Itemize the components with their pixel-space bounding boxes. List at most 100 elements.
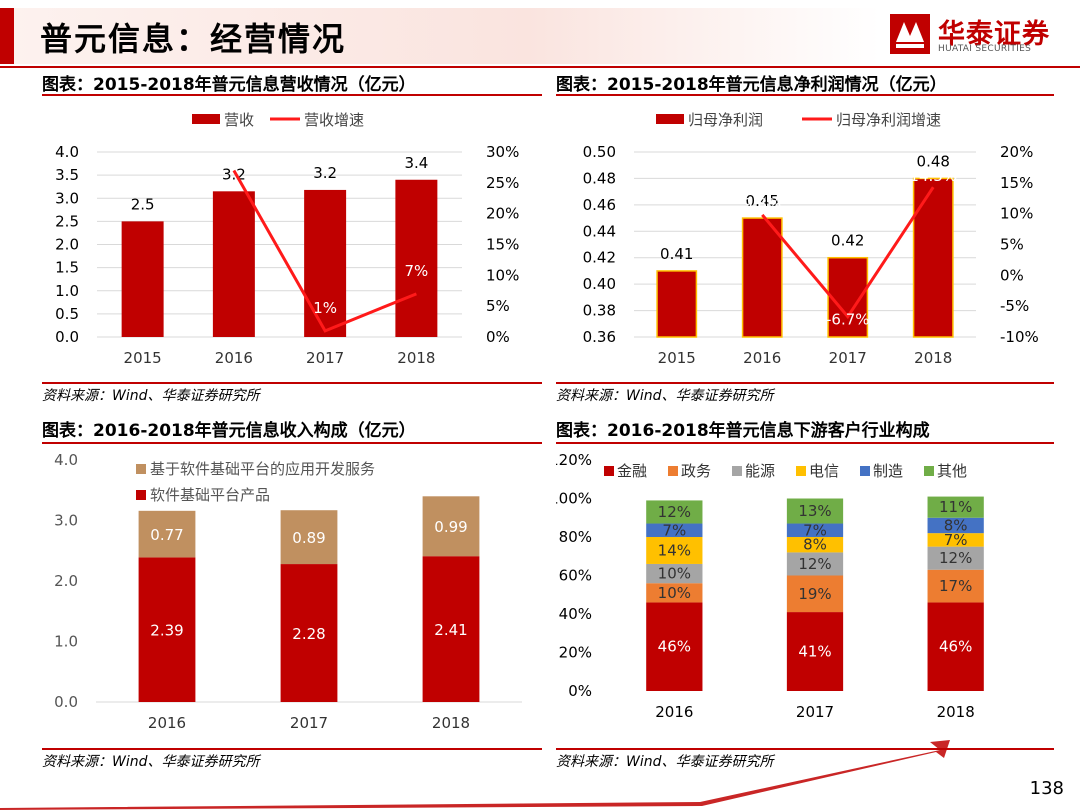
y-tick-label: 0.5 [55, 305, 79, 323]
y-tick-label: 4.0 [55, 143, 79, 161]
x-tick-label: 2016 [148, 714, 186, 732]
y-tick-label: 100% [556, 490, 592, 508]
legend-label: 制造 [873, 462, 903, 480]
legend-swatch-bar [192, 114, 220, 124]
bar-value-label: 0.42 [831, 232, 864, 250]
x-tick-label: 2018 [397, 349, 435, 367]
y-tick-label: 3.5 [55, 166, 79, 184]
source-note: 资料来源：Wind、华泰证券研究所 [556, 754, 774, 770]
y2-tick-label: 20% [486, 205, 519, 223]
y-tick-label: 120% [556, 451, 592, 469]
x-tick-label: 2018 [432, 714, 470, 732]
segment-value-label: 2.41 [434, 621, 467, 639]
stacked-bar-segment [786, 575, 844, 613]
growth-label: 14.3% [909, 167, 957, 185]
legend-swatch [924, 466, 934, 476]
segment-value-label: 12% [798, 555, 831, 573]
x-tick-label: 2016 [655, 703, 693, 721]
bar-value-label: 0.41 [660, 245, 693, 263]
y2-tick-label: 5% [486, 297, 510, 315]
stacked-bar-segment [786, 552, 844, 576]
bar-value-label: 0.48 [917, 152, 950, 170]
segment-value-label: 14% [658, 541, 691, 559]
y-tick-label: 0.0 [54, 693, 78, 711]
segment-value-label: 8% [803, 536, 827, 554]
x-tick-label: 2016 [215, 349, 253, 367]
x-tick-label: 2017 [796, 703, 834, 721]
legend-swatch [668, 466, 678, 476]
legend-swatch [860, 466, 870, 476]
title-bar [0, 8, 880, 64]
stacked-bar-segment [927, 517, 984, 534]
segment-value-label: 7% [803, 521, 827, 539]
x-tick-label: 2018 [937, 703, 975, 721]
legend-swatch-bar [656, 114, 684, 124]
bar-value-label: 3.2 [222, 165, 246, 183]
y-tick-label: 0% [568, 682, 592, 700]
bar-value-label: 2.5 [131, 195, 155, 213]
panel-rule [556, 442, 1054, 444]
chart-profit: 0.36 0.38 0.40 0.42 0.44 0.46 0.48 0.50 -10% -5% 0… [583, 111, 1039, 367]
legend-label: 基于软件基础平台的应用开发服务 [150, 460, 375, 478]
y2-tick-label: 0% [1000, 266, 1024, 284]
stacked-bar-segment [646, 537, 703, 564]
logo-sub: HUATAI SECURITIES [938, 44, 1032, 54]
logo-name: 华泰证券 [938, 19, 1050, 50]
panel-rule [556, 94, 1054, 96]
stacked-bar-segment [927, 546, 984, 570]
y-tick-label: 0.36 [583, 328, 616, 346]
stacked-bar-segment [422, 556, 480, 702]
bar-value-label: 3.4 [404, 154, 428, 172]
legend-label: 其他 [937, 462, 967, 480]
y2-tick-label: 20% [1000, 143, 1033, 161]
page-header: 普元信息：经营情况 华泰证券 HUATAI SECURITIES [0, 0, 1080, 66]
stacked-bar-segment [646, 583, 703, 603]
x-tick-label: 2017 [306, 349, 344, 367]
bar [656, 270, 698, 338]
y-tick-label: 0.50 [583, 143, 616, 161]
bar [121, 221, 164, 337]
stacked-bar-segment [927, 533, 984, 547]
stacked-bar-segment [280, 510, 338, 565]
stacked-bar-segment [927, 602, 984, 691]
segment-value-label: 17% [939, 577, 972, 595]
legend-label: 金融 [617, 462, 647, 480]
y-tick-label: 0.48 [583, 169, 616, 187]
bar-value-label: 0.45 [746, 192, 779, 210]
panel-rule [556, 748, 1054, 750]
bar [212, 191, 255, 337]
y-tick-label: 0.42 [583, 249, 616, 267]
y2-tick-label: 10% [486, 266, 519, 284]
legend-swatch [796, 466, 806, 476]
segment-value-label: 7% [662, 521, 686, 539]
legend-swatch [604, 466, 614, 476]
y2-tick-label: 15% [1000, 174, 1033, 192]
chart-revenue: 0.0 0.5 1.0 1.5 2.0 2.5 3.0 3.5 4.0 0% 5% 10% 15% 20%… [55, 111, 519, 367]
header-line [0, 66, 1080, 68]
y-tick-label: 1.5 [55, 259, 79, 277]
legend-swatch [732, 466, 742, 476]
y2-tick-label: 5% [1000, 236, 1024, 254]
y-tick-label: 40% [559, 605, 592, 623]
segment-value-label: 2.28 [292, 625, 325, 643]
y-tick-label: 0.40 [583, 275, 616, 293]
stacked-bar-segment [646, 563, 703, 584]
bar [395, 179, 438, 337]
segment-value-label: 11% [939, 498, 972, 516]
stacked-bar-segment [786, 612, 844, 691]
x-tick-label: 2016 [743, 349, 781, 367]
page-title: 普元信息：经营情况 [40, 20, 347, 58]
y-tick-label: 1.0 [55, 282, 79, 300]
y-tick-label: 4.0 [54, 451, 78, 469]
y2-tick-label: 30% [486, 143, 519, 161]
panel-rule [42, 442, 542, 444]
segment-value-label: 46% [939, 638, 972, 656]
y2-tick-label: 15% [486, 236, 519, 254]
y-tick-label: 20% [559, 644, 592, 662]
segment-value-label: 10% [658, 584, 691, 602]
y-tick-label: 80% [559, 528, 592, 546]
y-tick-label: 0.44 [583, 222, 616, 240]
legend-label: 软件基础平台产品 [150, 486, 270, 504]
segment-value-label: 10% [658, 565, 691, 583]
y-tick-label: 1.0 [54, 633, 78, 651]
